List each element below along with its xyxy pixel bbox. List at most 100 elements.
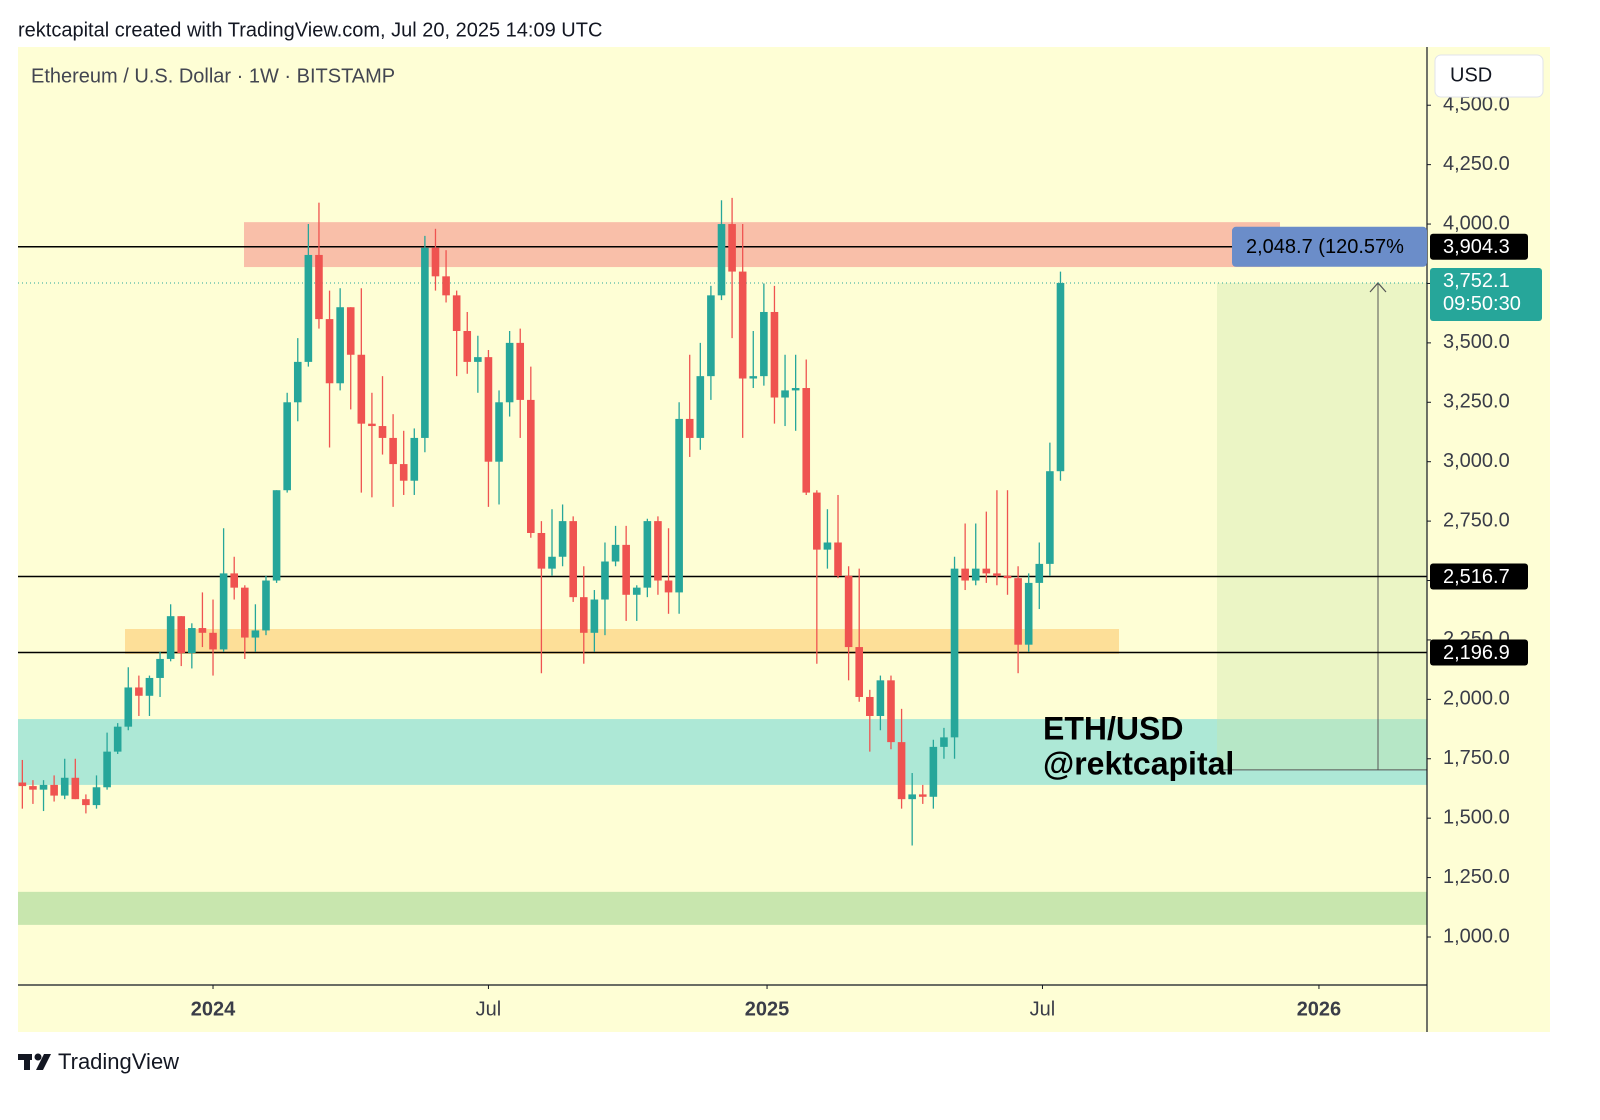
candle-body xyxy=(39,784,48,790)
candle-body xyxy=(452,295,461,331)
currency-label[interactable]: USD xyxy=(1450,64,1492,86)
currency-button[interactable] xyxy=(1434,54,1544,98)
candle-body xyxy=(527,399,535,533)
candle-body xyxy=(50,784,58,796)
candle-body xyxy=(262,580,270,631)
candle-body xyxy=(569,521,577,598)
y-tick-label: 1,000.0 xyxy=(1443,925,1510,947)
candle-body xyxy=(156,658,164,678)
last-price-label: 3,752.1 xyxy=(1443,270,1510,292)
candle-body xyxy=(1003,575,1012,579)
candle-body xyxy=(876,680,885,716)
candle-body xyxy=(738,271,747,379)
candle-body xyxy=(908,794,916,800)
level-price-box xyxy=(1430,233,1528,260)
x-tick-label: 2026 xyxy=(1297,998,1342,1020)
candle-body xyxy=(982,568,991,574)
candle-body xyxy=(188,628,196,654)
candle-body xyxy=(1014,578,1022,645)
candle-body xyxy=(929,746,938,797)
y-tick-label: 4,250.0 xyxy=(1443,153,1510,175)
candle-body xyxy=(378,426,387,438)
annotation: @rektcapital xyxy=(1043,745,1234,781)
candle-body xyxy=(272,490,281,581)
candle-body xyxy=(198,628,207,633)
measure-box xyxy=(1232,226,1427,267)
candle-body xyxy=(505,342,514,403)
candle-body xyxy=(336,307,344,384)
chart-title: Ethereum / U.S. Dollar · 1W · BITSTAMP xyxy=(31,65,395,87)
candle-body xyxy=(728,224,736,272)
candle-body xyxy=(579,597,588,633)
x-tick-label: 2025 xyxy=(745,998,790,1020)
candle-body xyxy=(844,575,853,648)
candle-body xyxy=(707,295,715,377)
candle-body xyxy=(918,794,927,797)
candle-body xyxy=(601,561,609,600)
countdown: 09:50:30 xyxy=(1443,293,1521,315)
candle-body xyxy=(993,573,1001,576)
candle-body xyxy=(346,307,355,355)
candle-body xyxy=(18,782,27,787)
candle-body xyxy=(717,224,726,296)
candle-body xyxy=(166,616,175,659)
candle-body xyxy=(315,254,323,320)
candle-body xyxy=(887,680,895,743)
candle-body xyxy=(940,737,948,747)
candle-body xyxy=(897,742,906,800)
candle-body xyxy=(103,751,111,788)
candle-body xyxy=(1035,563,1044,583)
candle-body xyxy=(632,587,641,595)
candle-body xyxy=(558,521,567,557)
x-tick-label: Jul xyxy=(476,998,502,1020)
candle-body xyxy=(442,276,450,296)
candle-body xyxy=(230,573,239,588)
candle-body xyxy=(304,254,313,362)
candle-body xyxy=(71,777,80,800)
tradingview-logo xyxy=(18,1053,51,1070)
y-tick-label: 1,750.0 xyxy=(1443,747,1510,769)
level-price-box xyxy=(1430,639,1528,666)
candle-body xyxy=(60,777,69,796)
candle-body xyxy=(293,361,302,403)
candle-body xyxy=(675,418,683,593)
y-tick-label: 1,250.0 xyxy=(1443,866,1510,888)
candle-body xyxy=(813,492,821,550)
level-price-box xyxy=(1430,563,1528,590)
y-tick-label: 2,750.0 xyxy=(1443,509,1510,531)
candle-body xyxy=(495,402,503,462)
candle-body xyxy=(1056,282,1065,472)
candle-body xyxy=(654,521,662,581)
candle-body xyxy=(971,568,980,581)
y-tick-label: 3,500.0 xyxy=(1443,331,1510,353)
candle-body xyxy=(368,423,376,427)
y-tick-label: 1,500.0 xyxy=(1443,806,1510,828)
y-tick-label: 2,000.0 xyxy=(1443,688,1510,710)
level-price-label: 2,516.7 xyxy=(1443,566,1510,588)
zone xyxy=(18,719,1427,785)
candle-body xyxy=(484,357,493,462)
candle-body xyxy=(124,687,133,727)
candle-body xyxy=(474,357,482,362)
candle-body xyxy=(1046,471,1054,564)
y-tick-label: 3,250.0 xyxy=(1443,391,1510,413)
candle-body xyxy=(421,247,429,438)
candle-body xyxy=(145,677,154,696)
candle-body xyxy=(950,568,959,738)
candle-body xyxy=(590,599,599,633)
candle-body xyxy=(1024,582,1033,645)
candle-body xyxy=(548,556,556,569)
y-tick-label: 3,000.0 xyxy=(1443,450,1510,472)
candle-body xyxy=(611,544,620,562)
candle-body xyxy=(696,376,705,438)
candle-body xyxy=(781,390,789,398)
candle-body xyxy=(664,580,673,593)
attribution: rektcapital created with TradingView.com… xyxy=(18,19,602,41)
candle-body xyxy=(219,573,228,650)
candle-body xyxy=(516,342,525,400)
candle-body xyxy=(410,437,419,481)
projection-area xyxy=(1217,282,1427,770)
candle-body xyxy=(855,647,864,697)
candle-body xyxy=(251,630,260,638)
candle-body xyxy=(463,330,472,362)
